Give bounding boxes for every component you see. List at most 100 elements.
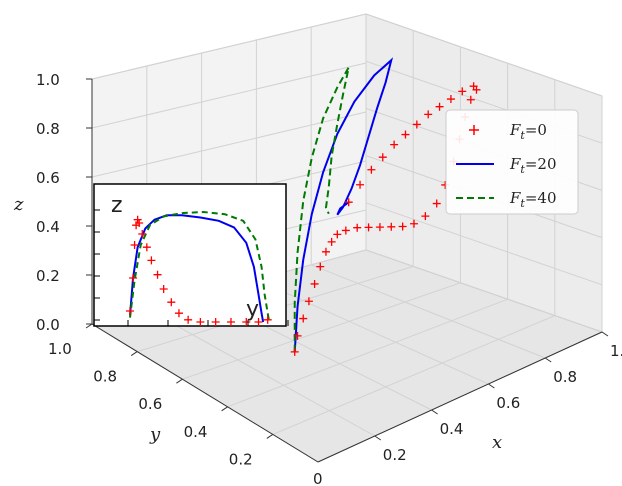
grid-line-z xyxy=(365,13,603,97)
grid-line-z xyxy=(91,111,367,178)
series-0-point xyxy=(390,140,399,149)
inset-series-0-point xyxy=(159,285,168,293)
inset-series xyxy=(126,210,272,326)
series-0-point xyxy=(432,199,441,208)
grid-line-floor-y xyxy=(182,282,461,380)
inset-series-0-point xyxy=(184,315,193,324)
origin-label: 0 xyxy=(313,470,323,486)
axis-lines xyxy=(91,79,603,463)
z-tick-label: 0.8 xyxy=(36,120,60,138)
legend-box xyxy=(445,109,579,215)
z-tick-label: 0.4 xyxy=(36,218,60,236)
y-tick-mark xyxy=(130,351,138,357)
axis-labels: z y x 0 xyxy=(13,194,502,486)
series-0-point xyxy=(466,95,475,104)
y-tick-label: 0.6 xyxy=(138,395,162,413)
series-0-point xyxy=(446,95,455,104)
x-tick-label: 1.0 xyxy=(610,342,622,360)
inset-series-0-point xyxy=(142,243,151,252)
series-0-point xyxy=(387,222,396,231)
x-axis-line xyxy=(317,331,603,463)
inset-series-0-point xyxy=(153,270,162,279)
grid-line-floor-x xyxy=(146,308,376,437)
y-tick-label: 0.8 xyxy=(93,368,117,386)
x-tick-mark xyxy=(601,331,609,337)
inset-series-ft40-line xyxy=(129,210,271,323)
series-0-point xyxy=(321,247,330,256)
series-0-point xyxy=(344,198,353,207)
y-tick-mark xyxy=(266,433,274,439)
series-0-point xyxy=(293,331,302,340)
series-0-point xyxy=(375,223,384,232)
x-tick-mark xyxy=(488,383,495,389)
inset-series-0-point xyxy=(138,230,147,238)
series-0-point xyxy=(458,87,467,96)
x-tick-label: 0.6 xyxy=(496,394,520,412)
y-axis-line xyxy=(91,323,319,463)
legend-marker-ft0 xyxy=(469,125,479,135)
inset-series-0-point xyxy=(254,318,263,326)
x-tick-mark xyxy=(431,409,438,415)
series-0-point xyxy=(424,110,433,119)
z-tick-label: 0.2 xyxy=(36,267,60,285)
series-0-point xyxy=(398,222,407,231)
z-tick-label: 0.0 xyxy=(36,316,60,334)
series-0-point xyxy=(341,226,350,235)
inset-series-0-point xyxy=(126,307,134,315)
series-0-point xyxy=(401,130,410,139)
grid-line-z xyxy=(91,13,367,80)
inset-ticks xyxy=(94,209,289,326)
legend-label: Ft=0 xyxy=(509,121,547,142)
y-axis-label: y xyxy=(149,424,161,445)
x-tick-mark xyxy=(544,357,552,363)
series-0-point xyxy=(327,237,336,246)
x-tick-label: 0.4 xyxy=(440,420,464,438)
series-0-point xyxy=(412,120,421,129)
series-0-point xyxy=(435,102,444,111)
grid-line-floor-y xyxy=(272,315,555,435)
series-0-point xyxy=(299,314,308,323)
grid-line-z xyxy=(91,62,367,129)
inset-series-0-point xyxy=(196,318,205,326)
z-tick-label: 1.0 xyxy=(36,71,60,89)
legend-label: Ft=40 xyxy=(509,189,557,210)
inset-series-0-point xyxy=(174,309,183,318)
grid-line-floor-x xyxy=(311,264,546,359)
series-0-point xyxy=(310,279,319,288)
legend: Ft=0 Ft=20 Ft=40 xyxy=(445,109,579,215)
y-tick-mark xyxy=(221,406,228,412)
grid-line-z xyxy=(365,202,603,286)
series-0-point xyxy=(410,219,418,228)
inset-series-0-point xyxy=(167,298,176,307)
y-tick-mark xyxy=(85,323,93,329)
inset-series-0-point xyxy=(129,274,138,282)
series-0-point xyxy=(356,180,365,189)
inset-frame xyxy=(93,183,287,327)
y-tick-label: 0.4 xyxy=(184,423,208,441)
grid-line-floor-x xyxy=(256,279,489,385)
grid-line-floor-y xyxy=(227,298,508,408)
inset-series-0-point xyxy=(242,318,251,326)
series-0-point xyxy=(367,165,376,174)
inset-series-0-point xyxy=(226,318,235,326)
tick-labels: 0.0 0.2 0.4 0.6 0.8 1.0 0.2 0.4 0.6 0.8 1.0 0.2 0.4 0… xyxy=(36,71,622,468)
series-0-point xyxy=(290,347,299,356)
z-axis-label: z xyxy=(13,194,24,215)
series-0-point xyxy=(364,223,373,232)
inset-series-0-point xyxy=(147,256,156,265)
inset-series-0-point xyxy=(135,219,144,227)
x-axis-label: x xyxy=(492,432,502,453)
inset-plot: z y xyxy=(93,183,289,327)
grid-line-floor-x xyxy=(365,249,603,333)
x-tick-label: 0.2 xyxy=(383,446,407,464)
y-tick-mark xyxy=(176,378,183,384)
legend-label: Ft=20 xyxy=(509,155,557,176)
inset-series-0-point xyxy=(211,318,220,326)
series-0-point xyxy=(378,153,387,162)
inset-series-ft20-line xyxy=(129,214,265,323)
series-0-point xyxy=(304,297,313,306)
series-0-point xyxy=(421,212,430,221)
series-0-point xyxy=(316,262,325,271)
x-tick-mark xyxy=(374,435,382,441)
